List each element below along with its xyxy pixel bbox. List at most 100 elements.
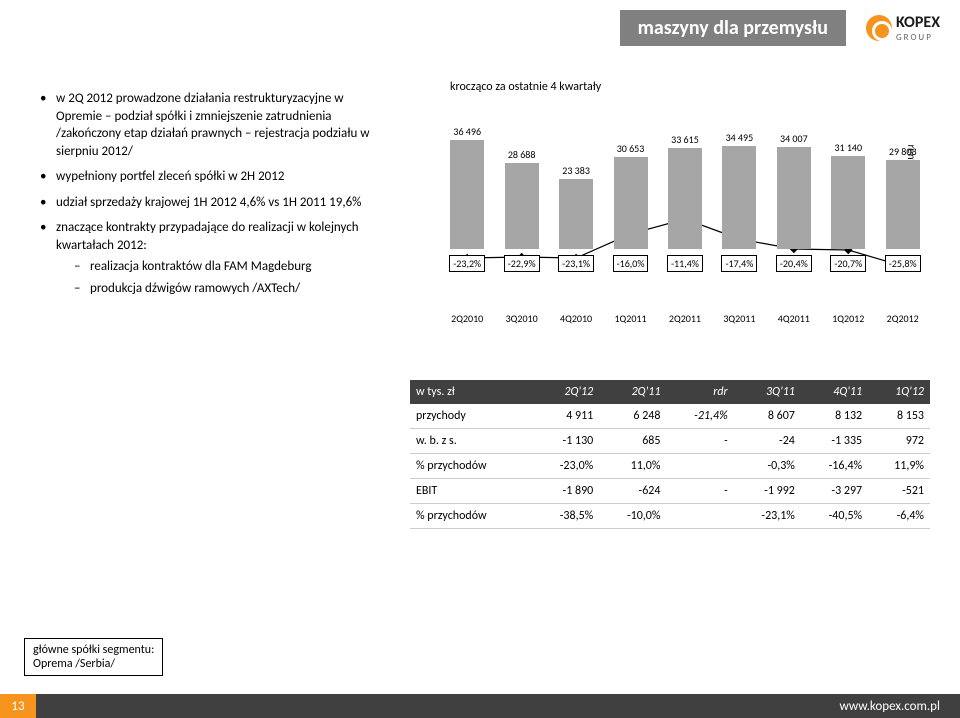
ebit-pct-label: -22,9% — [504, 255, 540, 272]
table-cell: -38,5% — [532, 504, 599, 529]
bar-value-label: 31 140 — [834, 141, 862, 154]
bullet-text: znaczące kontrakty przypadające do reali… — [56, 220, 359, 253]
bar — [450, 140, 484, 249]
table-cell: -23,1% — [734, 504, 801, 529]
logo-text: KOPEX — [896, 13, 940, 32]
table-cell: -3 297 — [801, 479, 868, 504]
ebit-pct-label: -16,0% — [613, 255, 649, 272]
table-cell: -0,3% — [734, 454, 801, 479]
bar — [505, 163, 539, 249]
table-cell: 8 132 — [801, 404, 868, 429]
table-cell: w. b. z s. — [410, 429, 532, 454]
bar-group: 34 007-20,4% — [769, 132, 819, 272]
table-row: przychody4 9116 248-21,4%8 6078 1328 153 — [410, 404, 930, 429]
bar-group: 23 383 -23,1% — [551, 164, 601, 272]
bar-value-label: 34 495 — [726, 131, 754, 144]
chart: krocząco za ostatnie 4 kwartały przychod… — [410, 80, 940, 340]
table-cell: -1 890 — [532, 479, 599, 504]
table-cell: -1 335 — [801, 429, 868, 454]
table-row: EBIT-1 890-624--1 992-3 297-521 — [410, 479, 930, 504]
table-cell: % przychodów — [410, 504, 532, 529]
bar — [614, 157, 648, 249]
x-tick-label: 1Q2011 — [614, 312, 646, 325]
logo-sub: GROUP — [896, 32, 940, 43]
ebit-pct-label: -25,8% — [885, 255, 921, 272]
x-tick-label: 4Q2011 — [778, 312, 810, 325]
ebit-pct-label: -23,1% — [558, 255, 594, 272]
data-table: w tys. zł 2Q'12 2Q'11 rdr 3Q'11 4Q'11 1Q… — [410, 380, 930, 529]
table-cell: 6 248 — [599, 404, 666, 429]
footer-box-line: Oprema /Serbia/ — [33, 657, 154, 671]
bar-group: 29 803 -25,8% — [878, 145, 928, 272]
table-cell: 11,9% — [868, 454, 930, 479]
table-header-row: w tys. zł 2Q'12 2Q'11 rdr 3Q'11 4Q'11 1Q… — [410, 380, 930, 404]
page-number: 13 — [0, 694, 36, 718]
footer-bar: www.kopex.com.pl — [36, 694, 960, 718]
x-tick-label: 2Q2012 — [887, 312, 919, 325]
table-header: 1Q'12 — [868, 380, 930, 404]
table-cell — [666, 504, 733, 529]
ebit-pct-label: -20,4% — [776, 255, 812, 272]
logo-icon — [866, 15, 892, 41]
header: maszyny dla przemysłu KOPEX GROUP — [620, 10, 940, 46]
ebit-pct-label: -23,2% — [449, 255, 485, 272]
x-tick-label: 3Q2010 — [506, 312, 538, 325]
table-row: % przychodów-23,0%11,0% -0,3%-16,4%11,9% — [410, 454, 930, 479]
footer-url: www.kopex.com.pl — [840, 699, 941, 714]
table-cell: 8 153 — [868, 404, 930, 429]
table-cell: - — [666, 429, 733, 454]
bar-value-label: 30 653 — [617, 142, 645, 155]
table-cell: -16,4% — [801, 454, 868, 479]
footer-box-line: główne spółki segmentu: — [33, 643, 154, 657]
table-cell: 11,0% — [599, 454, 666, 479]
x-tick-label: 1Q2012 — [832, 312, 864, 325]
sub-bullet-item: realizacja kontraktów dla FAM Magdeburg — [56, 258, 390, 276]
table-row: % przychodów-38,5%-10,0%-23,1%-40,5%-6,4… — [410, 504, 930, 529]
table-cell: -1 130 — [532, 429, 599, 454]
table-cell: -1 992 — [734, 479, 801, 504]
bar-value-label: 33 615 — [671, 133, 699, 146]
table-cell — [666, 454, 733, 479]
bar-group: 30 653 -16,0% — [606, 142, 656, 272]
table-header: 3Q'11 — [734, 380, 801, 404]
bullet-list: w 2Q 2012 prowadzone działania restruktu… — [40, 90, 390, 305]
bar — [722, 146, 756, 249]
ebit-pct-label: -20,7% — [830, 255, 866, 272]
table-cell: -23,0% — [532, 454, 599, 479]
x-tick-label: 2Q2010 — [451, 312, 483, 325]
table-cell: % przychodów — [410, 454, 532, 479]
x-tick-label: 2Q2011 — [669, 312, 701, 325]
table-cell: EBIT — [410, 479, 532, 504]
ebit-pct-label: -11,4% — [667, 255, 703, 272]
table-cell: przychody — [410, 404, 532, 429]
table-cell: -624 — [599, 479, 666, 504]
table-cell: -24 — [734, 429, 801, 454]
ebit-pct-label: -17,4% — [721, 255, 757, 272]
bar-group: 31 140 -20,7% — [823, 141, 873, 272]
table-cell: -521 — [868, 479, 930, 504]
bar — [559, 179, 593, 249]
table-row: w. b. z s.-1 130685--24-1 335972 — [410, 429, 930, 454]
table-cell: -40,5% — [801, 504, 868, 529]
table-cell: -21,4% — [666, 404, 733, 429]
table-header: w tys. zł — [410, 380, 532, 404]
bar — [831, 156, 865, 249]
bar-value-label: 36 496 — [453, 125, 481, 138]
bullet-item: wypełniony portfel zleceń spółki w 2H 20… — [40, 168, 390, 186]
table-header: rdr — [666, 380, 733, 404]
table-cell: 972 — [868, 429, 930, 454]
bullet-item: znaczące kontrakty przypadające do reali… — [40, 219, 390, 297]
bar-group: 33 615 -11,4% — [660, 133, 710, 272]
x-axis: 2Q20103Q20104Q20101Q20112Q20113Q20114Q20… — [440, 312, 930, 325]
bar — [668, 148, 702, 249]
bar-value-label: 29 803 — [889, 145, 917, 158]
chart-title: krocząco za ostatnie 4 kwartały — [450, 80, 940, 94]
table-cell: -10,0% — [599, 504, 666, 529]
table-cell: - — [666, 479, 733, 504]
bar-group: 34 495 -17,4% — [714, 131, 764, 272]
bar-value-label: 23 383 — [562, 164, 590, 177]
table-header: 2Q'11 — [599, 380, 666, 404]
bar-value-label: 28 688 — [508, 148, 536, 161]
bar-group: 36 496 -23,2% — [442, 125, 492, 272]
x-tick-label: 4Q2010 — [560, 312, 592, 325]
